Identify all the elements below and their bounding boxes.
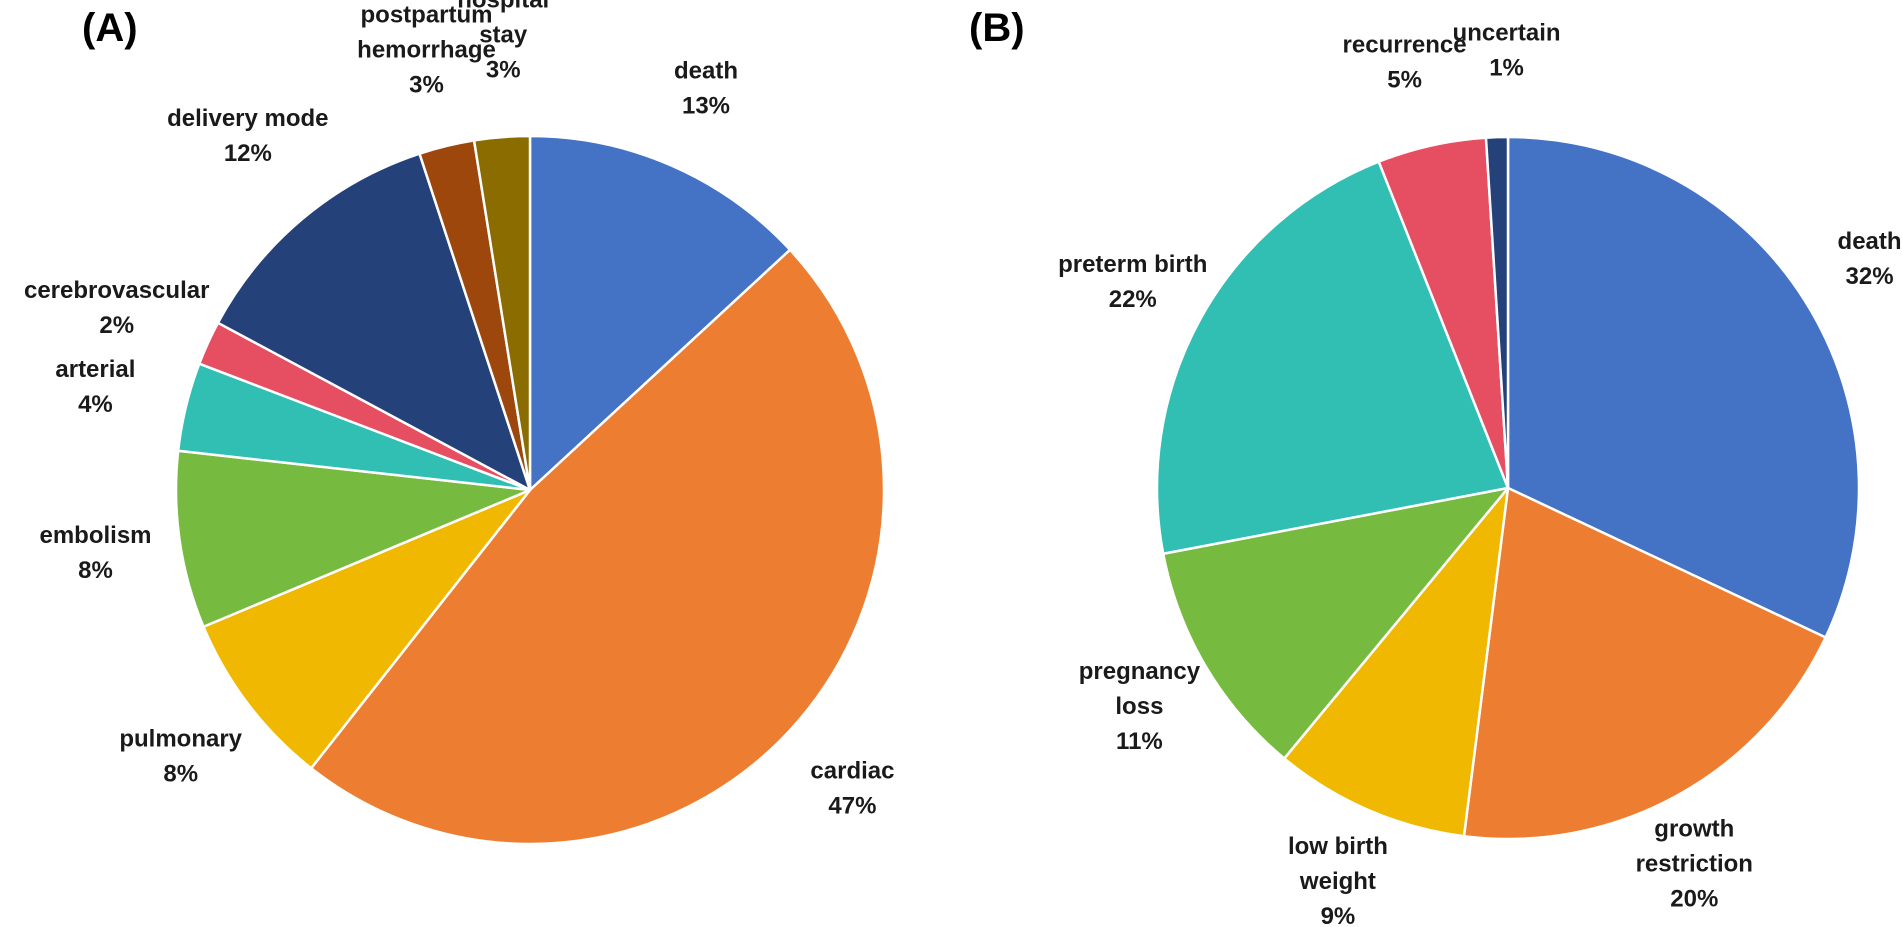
pie-slice-delivery-mode (216, 152, 532, 492)
slice-category: death (674, 57, 738, 84)
pie-slice-uncertain (1484, 135, 1510, 490)
pie-slice-preterm-birth (1155, 160, 1510, 556)
slice-category: death (1838, 228, 1902, 255)
slice-percent: 1% (1489, 54, 1524, 81)
panel-label-a: (A) (82, 6, 138, 50)
pie-slice-death (1506, 135, 1861, 639)
slice-category: uncertain (1453, 19, 1561, 46)
slice-label-delivery-mode: delivery mode 12% (167, 105, 328, 167)
pie-slice-pregnancy-loss (1161, 486, 1510, 760)
slice-category: loss (1115, 693, 1163, 720)
slice-label-recurrence: recurrence 5% (1343, 32, 1467, 94)
slice-percent: 4% (78, 391, 113, 418)
slice-category: low birth (1288, 833, 1388, 860)
slice-category: restriction (1636, 850, 1753, 877)
slice-category: arterial (55, 356, 135, 383)
slice-label-uncertain: uncertain 1% (1453, 19, 1561, 81)
pie-chart-a: death 13% cardiac 47% pulmonary 8% embolism 8% a… (24, 0, 894, 846)
slice-category: embolism (39, 522, 151, 549)
slice-category: hospital (457, 0, 549, 13)
slice-category: delivery mode (167, 105, 328, 132)
slice-percent: 9% (1321, 903, 1356, 927)
slice-percent: 8% (78, 557, 113, 584)
slice-label-death: death 13% (674, 57, 738, 119)
slice-label-hospital-stay: hospital stay 3% (457, 0, 549, 83)
slice-category: pregnancy (1079, 658, 1201, 685)
slice-percent: 8% (163, 760, 198, 787)
panel-label-b: (B) (969, 6, 1025, 50)
slice-label-low-birth-weight: low birth weight 9% (1288, 833, 1388, 927)
slice-label-death: death 32% (1838, 228, 1902, 290)
pie-chart-b: death 32% growth restriction 20% low birth wei… (1058, 19, 1901, 927)
slice-percent: 32% (1846, 263, 1894, 290)
slice-label-cerebrovascular: cerebrovascular 2% (24, 277, 209, 339)
slice-percent: 3% (486, 56, 521, 83)
slice-category: cardiac (810, 757, 894, 784)
pie-slice-hospital-stay (472, 134, 532, 492)
slice-category: pulmonary (119, 725, 242, 752)
slice-label-embolism: embolism 8% (39, 522, 151, 584)
slice-category: preterm birth (1058, 251, 1207, 278)
slice-label-postpartum-hemorrhage: postpartum hemorrhage 3% (357, 1, 496, 98)
slice-percent: 2% (99, 312, 134, 339)
pie-slice-embolism (174, 449, 532, 629)
pie-slice-death (528, 134, 792, 492)
slice-label-pulmonary: pulmonary 8% (119, 725, 242, 787)
slice-category: growth (1654, 815, 1734, 842)
slice-percent: 3% (409, 71, 444, 98)
slice-percent: 11% (1116, 728, 1163, 755)
slice-percent: 22% (1109, 286, 1157, 313)
slice-label-pregnancy-loss: pregnancy loss 11% (1079, 658, 1201, 755)
slice-category: weight (1299, 868, 1376, 895)
slice-category: postpartum (361, 1, 493, 28)
slice-percent: 47% (828, 792, 876, 819)
slice-percent: 13% (682, 92, 730, 119)
slice-category: recurrence (1343, 32, 1467, 59)
slice-percent: 5% (1387, 67, 1422, 94)
pie-slice-growth-restriction (1462, 486, 1827, 841)
slice-category: stay (479, 21, 528, 48)
pie-slice-cardiac (309, 248, 886, 846)
slice-label-arterial: arterial 4% (55, 356, 135, 418)
slice-label-growth-restriction: growth restriction 20% (1636, 815, 1753, 912)
slice-percent: 20% (1670, 885, 1718, 912)
slice-category: cerebrovascular (24, 277, 209, 304)
pie-slice-low-birth-weight (1283, 486, 1510, 838)
pie-slice-pulmonary (202, 488, 532, 770)
slice-label-cardiac: cardiac 47% (810, 757, 894, 819)
slice-percent: 12% (224, 140, 272, 167)
slice-category: hemorrhage (357, 36, 496, 63)
slice-label-preterm-birth: preterm birth 22% (1058, 251, 1207, 313)
